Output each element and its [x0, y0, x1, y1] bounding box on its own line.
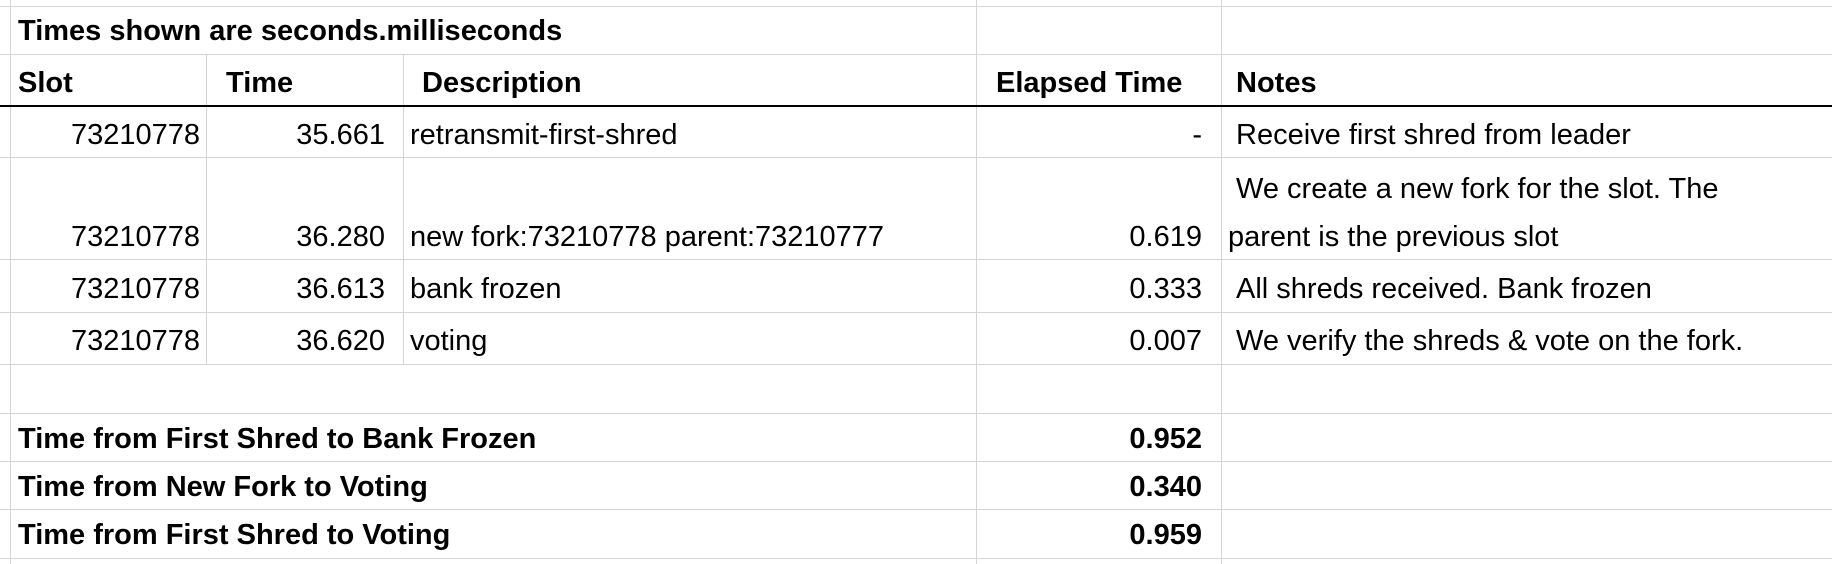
- header-time: Time: [226, 67, 294, 99]
- table-cell-elapsed: 0.007: [1129, 325, 1202, 357]
- table-cell-time: 36.613: [296, 273, 385, 305]
- summary-label: Time from First Shred to Bank Frozen: [18, 423, 537, 455]
- table-cell-elapsed: -: [1192, 119, 1202, 151]
- column-divider: [976, 0, 977, 564]
- table-cell-notes-line-1: We create a new fork for the slot. The: [1236, 173, 1719, 205]
- row-divider: [0, 558, 1832, 559]
- table-cell-elapsed: 0.619: [1129, 221, 1202, 253]
- table-cell-slot: 73210778: [70, 273, 200, 305]
- table-cell-notes: Receive first shred from leader: [1236, 119, 1631, 151]
- header-elapsed-time: Elapsed Time: [996, 67, 1183, 99]
- row-divider: [0, 6, 1832, 7]
- table-cell-time: 36.620: [296, 325, 385, 357]
- summary-label: Time from New Fork to Voting: [18, 471, 428, 503]
- sheet-caption: Times shown are seconds.milliseconds: [18, 15, 563, 47]
- summary-label: Time from First Shred to Voting: [18, 519, 451, 551]
- summary-value: 0.340: [1129, 471, 1202, 503]
- row-divider: [0, 413, 1832, 414]
- header-slot: Slot: [18, 67, 73, 99]
- table-cell-description: voting: [410, 325, 488, 357]
- header-notes: Notes: [1236, 67, 1317, 99]
- table-cell-notes: We verify the shreds & vote on the fork.: [1236, 325, 1744, 357]
- table-cell-description: new fork:73210778 parent:73210777: [410, 221, 885, 253]
- column-divider: [206, 54, 207, 364]
- table-cell-slot: 73210778: [70, 119, 200, 151]
- table-cell-elapsed: 0.333: [1129, 273, 1202, 305]
- row-divider: [0, 461, 1832, 462]
- table-cell-description: bank frozen: [410, 273, 562, 305]
- header-description: Description: [422, 67, 582, 99]
- table-cell-slot: 73210778: [70, 221, 200, 253]
- column-divider: [10, 0, 11, 564]
- table-cell-time: 35.661: [296, 119, 385, 151]
- table-cell-time: 36.280: [296, 221, 385, 253]
- row-divider: [0, 312, 1832, 313]
- row-divider: [0, 157, 1832, 158]
- row-divider: [0, 54, 1832, 55]
- table-cell-notes-line-2: parent is the previous slot: [1228, 221, 1559, 253]
- summary-value: 0.952: [1129, 423, 1202, 455]
- header-rule: [0, 105, 1832, 107]
- table-cell-slot: 73210778: [70, 325, 200, 357]
- summary-value: 0.959: [1129, 519, 1202, 551]
- table-cell-description: retransmit-first-shred: [410, 119, 678, 151]
- column-divider: [403, 54, 404, 364]
- row-divider: [0, 364, 1832, 365]
- column-divider: [1221, 0, 1222, 564]
- table-cell-notes: All shreds received. Bank frozen: [1236, 273, 1652, 305]
- row-divider: [0, 509, 1832, 510]
- row-divider: [0, 259, 1832, 260]
